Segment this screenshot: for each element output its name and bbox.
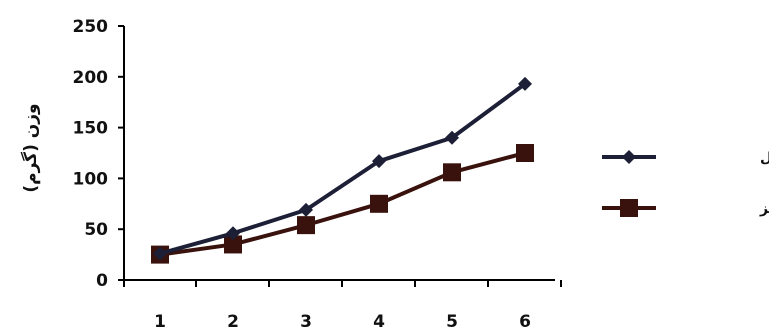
x-tick-label: 6 xyxy=(519,312,531,332)
legend-label: تیلاپیای نیل xyxy=(760,150,769,166)
data-point xyxy=(297,216,315,235)
data-point xyxy=(224,235,242,254)
y-tick-label: 100 xyxy=(73,169,109,189)
data-point xyxy=(370,194,388,213)
series-2 xyxy=(151,144,534,264)
legend-marker xyxy=(622,150,636,164)
y-tick-label: 200 xyxy=(73,68,109,88)
data-point xyxy=(445,130,459,145)
data-point xyxy=(516,144,534,162)
data-point xyxy=(443,163,461,182)
series-group xyxy=(151,76,534,264)
data-point xyxy=(372,154,386,169)
y-axis-label: وزن (گرم) xyxy=(20,103,41,192)
legend-item: هیبرید قرمز xyxy=(602,199,769,217)
series-1 xyxy=(153,76,532,261)
y-tick-label: 50 xyxy=(84,220,108,240)
x-tick-label: 1 xyxy=(154,312,166,332)
x-tick-label: 5 xyxy=(446,312,458,332)
series-line xyxy=(159,151,526,257)
y-tick-label: 250 xyxy=(73,17,109,37)
legend-marker xyxy=(620,199,638,217)
x-tick-label: 2 xyxy=(227,312,239,332)
series-line xyxy=(159,82,527,256)
x-axis-ticks: 1 2 3 4 5 6 xyxy=(123,280,562,332)
data-point xyxy=(518,76,532,91)
x-tick-label: 3 xyxy=(300,312,312,332)
data-point xyxy=(226,226,240,241)
data-point xyxy=(153,246,167,261)
axes xyxy=(123,26,555,281)
legend-item: تیلاپیای نیل xyxy=(602,150,769,166)
x-tick-label: 4 xyxy=(373,312,385,332)
legend: تیلاپیای نیل هیبرید قرمز xyxy=(602,150,769,217)
y-tick-label: 0 xyxy=(96,271,108,291)
y-tick-label: 150 xyxy=(73,119,109,139)
data-point xyxy=(299,202,313,217)
legend-label: هیبرید قرمز xyxy=(759,201,769,217)
y-axis-ticks: 0 50 100 150 200 250 xyxy=(73,17,124,291)
